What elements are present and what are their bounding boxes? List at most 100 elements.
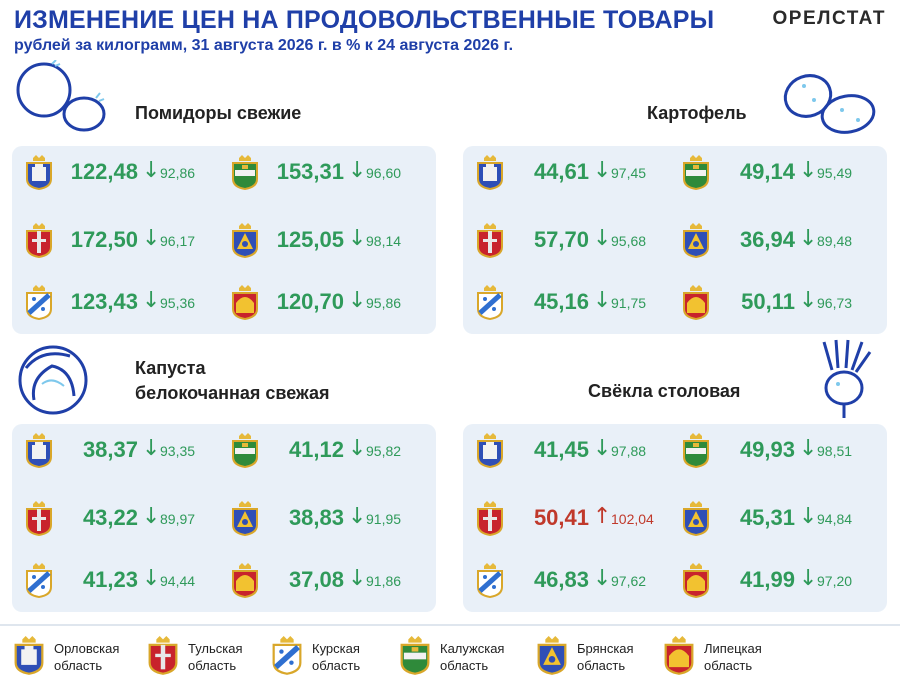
percent-change: 102,04 (611, 511, 654, 527)
arrow-down-icon: ↓ (142, 566, 161, 591)
percent-change: 96,17 (160, 233, 196, 249)
arrow-down-icon: ↓ (348, 288, 367, 313)
percent-change: 94,84 (817, 511, 853, 527)
orel-crest-icon (12, 636, 46, 676)
price-value: 41,23 (82, 567, 138, 592)
arrow-down-icon: ↓ (593, 566, 612, 591)
percent-change: 95,82 (366, 443, 402, 459)
legend-label: Калужская область (440, 641, 505, 673)
legend-label: Липецкая область (704, 641, 762, 673)
price-cell-orel: 38,37 ↓ 93,35 (24, 428, 224, 474)
panel-potatoes: 44,61 ↓ 97,45 49,14 ↓ 95,49 57,70 ↓ 95,68 36,9… (463, 146, 887, 334)
price-cell-orel: 41,45 ↓ 97,88 (475, 428, 675, 474)
arrow-down-icon: ↓ (799, 504, 818, 529)
tula-crest-icon (475, 223, 505, 259)
panel-tomatoes: 122,48 ↓ 92,86 153,31 ↓ 96,60 172,50 ↓ 96,17 1… (12, 146, 436, 334)
price-value: 153,31 (276, 159, 344, 184)
arrow-down-icon: ↓ (142, 288, 161, 313)
kursk-crest-icon (270, 636, 304, 676)
kaluga-crest-icon (681, 155, 711, 191)
price-cell-lipetsk: 120,70 ↓ 95,86 (230, 280, 430, 326)
panel-beetroot: 41,45 ↓ 97,88 49,93 ↓ 98,51 50,41 ↑ 102,04 45,… (463, 424, 887, 612)
price-value: 36,94 (739, 227, 795, 252)
arrow-down-icon: ↓ (593, 436, 612, 461)
price-value: 49,14 (739, 159, 795, 184)
price-cell-tula: 50,41 ↑ 102,04 (475, 496, 675, 542)
price-cell-kaluga: 153,31 ↓ 96,60 (230, 150, 430, 196)
lipetsk-crest-icon (230, 563, 260, 599)
price-cell-kaluga: 49,93 ↓ 98,51 (681, 428, 881, 474)
tula-crest-icon (146, 636, 180, 676)
price-value: 43,22 (82, 505, 138, 530)
kaluga-crest-icon (681, 433, 711, 469)
product-name-potatoes: Картофель (647, 103, 747, 123)
percent-change: 91,95 (366, 511, 402, 527)
percent-change: 97,62 (611, 573, 647, 589)
arrow-down-icon: ↓ (593, 288, 612, 313)
price-value: 49,93 (739, 437, 795, 462)
arrow-down-icon: ↓ (142, 436, 161, 461)
kaluga-crest-icon (398, 636, 432, 676)
page-subtitle: рублей за килограмм, 31 августа 2026 г. … (14, 37, 514, 54)
price-cell-tula: 172,50 ↓ 96,17 (24, 218, 224, 264)
price-cell-kursk: 41,23 ↓ 94,44 (24, 558, 224, 604)
price-value: 46,83 (533, 567, 589, 592)
price-value: 50,41 (533, 505, 589, 530)
legend-label: Тульская область (188, 641, 243, 673)
kaluga-crest-icon (230, 155, 260, 191)
price-cell-bryansk: 38,83 ↓ 91,95 (230, 496, 430, 542)
price-value: 41,45 (533, 437, 589, 462)
percent-change: 95,68 (611, 233, 647, 249)
lipetsk-crest-icon (681, 563, 711, 599)
bryansk-crest-icon (230, 501, 260, 537)
arrow-down-icon: ↓ (799, 288, 818, 313)
arrow-down-icon: ↓ (799, 226, 818, 251)
price-cell-kursk: 46,83 ↓ 97,62 (475, 558, 675, 604)
tula-crest-icon (24, 501, 54, 537)
percent-change: 94,44 (160, 573, 196, 589)
percent-change: 96,73 (817, 295, 853, 311)
price-value: 41,12 (288, 437, 344, 462)
bryansk-crest-icon (681, 223, 711, 259)
arrow-down-icon: ↓ (593, 158, 612, 183)
kursk-crest-icon (475, 285, 505, 321)
tula-crest-icon (475, 501, 505, 537)
price-value: 122,48 (70, 159, 138, 184)
price-value: 50,11 (741, 289, 795, 314)
percent-change: 89,97 (160, 511, 196, 527)
arrow-down-icon: ↓ (799, 158, 818, 183)
tomato-icon (16, 60, 106, 132)
percent-change: 95,36 (160, 295, 196, 311)
price-value: 57,70 (533, 227, 589, 252)
orel-crest-icon (475, 433, 505, 469)
price-cell-orel: 122,48 ↓ 92,86 (24, 150, 224, 196)
lipetsk-crest-icon (662, 636, 696, 676)
price-value: 38,37 (82, 437, 138, 462)
arrow-down-icon: ↓ (348, 226, 367, 251)
percent-change: 95,49 (817, 165, 853, 181)
price-value: 38,83 (288, 505, 344, 530)
bryansk-crest-icon (681, 501, 711, 537)
arrow-down-icon: ↓ (799, 566, 818, 591)
brand-logo: ОРЕЛСТАТ (772, 8, 886, 29)
price-value: 172,50 (70, 227, 138, 252)
page-title: ИЗМЕНЕНИЕ ЦЕН НА ПРОДОВОЛЬСТВЕННЫЕ ТОВАР… (14, 6, 715, 34)
beetroot-icon (822, 339, 872, 418)
percent-change: 95,86 (366, 295, 402, 311)
price-value: 120,70 (276, 289, 344, 314)
arrow-down-icon: ↓ (142, 504, 161, 529)
price-value: 41,99 (739, 567, 795, 592)
kursk-crest-icon (24, 563, 54, 599)
percent-change: 98,14 (366, 233, 402, 249)
percent-change: 97,88 (611, 443, 647, 459)
price-cell-kaluga: 49,14 ↓ 95,49 (681, 150, 881, 196)
orel-crest-icon (24, 155, 54, 191)
legend-label: Орловская область (54, 641, 120, 673)
percent-change: 96,60 (366, 165, 402, 181)
orel-crest-icon (475, 155, 505, 191)
price-value: 125,05 (276, 227, 344, 252)
arrow-down-icon: ↓ (593, 226, 612, 251)
price-cell-bryansk: 125,05 ↓ 98,14 (230, 218, 430, 264)
percent-change: 91,75 (611, 295, 647, 311)
lipetsk-crest-icon (230, 285, 260, 321)
